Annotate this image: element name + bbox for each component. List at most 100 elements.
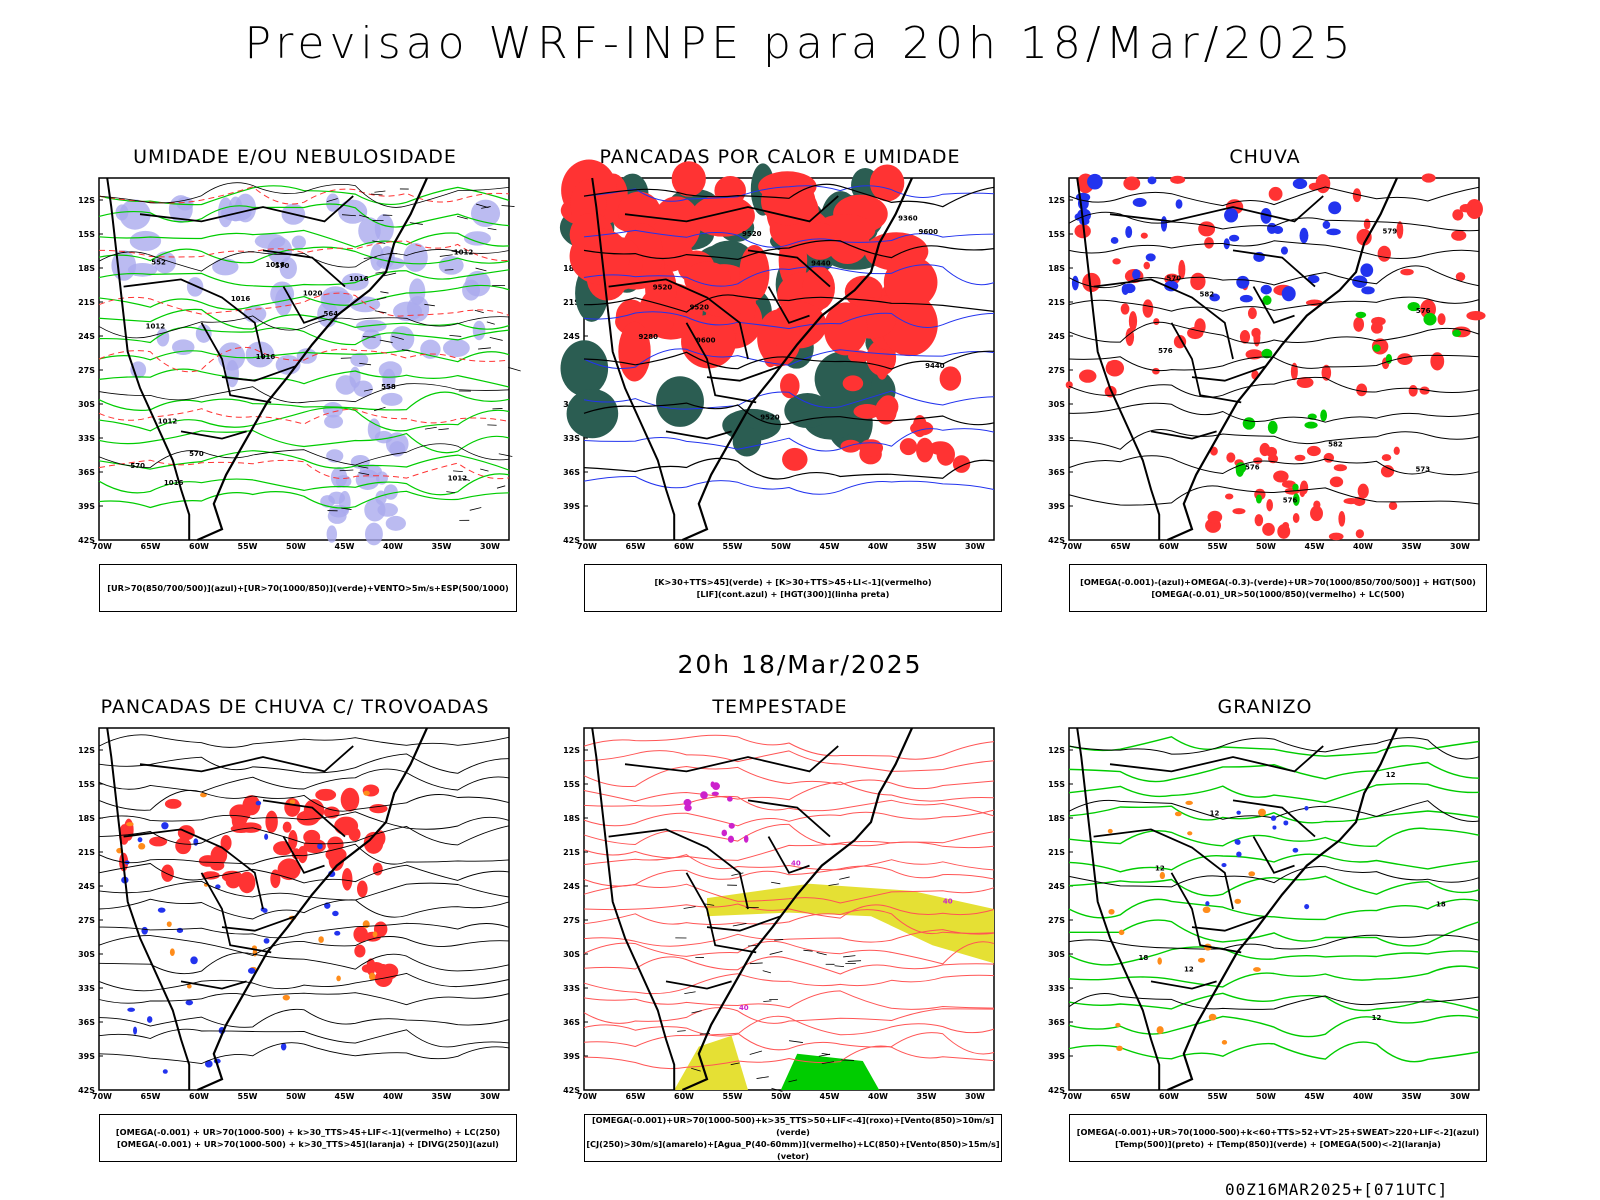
lon-tick-label: 55W [723, 542, 743, 551]
lon-tick-label: 65W [626, 1092, 646, 1101]
contour-label: 40 [943, 897, 953, 905]
hgt500-black-contour [1068, 354, 1480, 372]
hgt300-black-contour [583, 294, 995, 313]
wind850-vector [834, 965, 845, 968]
humidity-blue-area [385, 515, 406, 531]
contour-label: 40 [791, 860, 801, 868]
wind-vector [486, 321, 495, 325]
humidity-green-contour [98, 490, 510, 509]
water-vapor-red-contour [583, 1007, 995, 1024]
humidity-blue-area [129, 230, 162, 251]
wind850-vector [818, 1053, 831, 1057]
lat-tick-label: 36S [1048, 468, 1065, 477]
wind-vector [481, 206, 491, 209]
country-border [221, 365, 297, 382]
panel-trovoadas: PANCADAS DE CHUVA C/ TROVOADAS 12S 15S 18S… [55, 696, 535, 1176]
lat-tick-label: 42S [563, 1086, 580, 1095]
humidity-blue-area [291, 235, 306, 249]
hgt500-black-contour [1068, 265, 1480, 289]
lif-blue-contour [583, 264, 995, 287]
panel-title: UMIDADE E/OU NEBULOSIDADE [133, 146, 457, 168]
omega-red-area [1363, 218, 1371, 230]
wind850-vector [677, 1030, 686, 1032]
country-border [180, 430, 247, 440]
contour-label: 576 [1416, 307, 1431, 315]
omega-red-area [1451, 230, 1467, 241]
omega-green-area [1304, 421, 1318, 429]
wind-vector [480, 468, 489, 472]
contour-label: 40 [739, 1004, 749, 1012]
humidity-green-contour [98, 308, 510, 330]
omega-blue-area [1071, 275, 1079, 291]
humidity-green-contour [98, 203, 510, 228]
hgt500-black-contour [1068, 376, 1480, 398]
omega-blue-area [1175, 199, 1183, 209]
omega500-orange-area [1208, 1013, 1217, 1021]
thunderstorm-red-area [348, 827, 361, 842]
contour-label: 9440 [925, 362, 945, 370]
wind-vector [359, 362, 372, 366]
thunderstorm-red-area [149, 836, 168, 847]
hgt300-black-contour [583, 183, 995, 208]
thunderstorm-red-area [238, 871, 256, 894]
wind-vector [457, 215, 468, 220]
water-vapor-red-contour [583, 809, 995, 827]
k-tts-li-red-area [859, 439, 884, 457]
wind850-vector [762, 970, 772, 974]
k-tts-li-red-area [782, 447, 808, 471]
omega500-orange-area [1159, 871, 1166, 880]
wind-vector [446, 491, 456, 494]
thunderstorm-red-area [340, 787, 360, 812]
temp850-green-contour [1068, 736, 1480, 757]
country-border [1109, 745, 1324, 773]
lat-tick-label: 15S [1048, 780, 1065, 789]
omega-red-area [1380, 465, 1395, 478]
omega-red-area [1106, 361, 1113, 374]
wind850-vector [749, 962, 763, 965]
omega-red-area [1268, 186, 1283, 201]
k-tts-green-area [560, 340, 609, 397]
contour-label: 9280 [638, 333, 658, 341]
east-coastline [681, 177, 914, 542]
omega-red-area [1400, 268, 1414, 276]
k-tts-li-red-area [823, 302, 868, 356]
lat-tick-label: 21S [563, 298, 580, 307]
humidity-green-contour [98, 407, 510, 432]
hgt500-black-contour [1068, 186, 1480, 207]
omega-red-area [1120, 303, 1130, 315]
wind-vector [507, 366, 521, 372]
country-border [767, 286, 810, 324]
wind-vector [449, 334, 462, 337]
omega-red-area [1352, 188, 1362, 203]
contour-label: 18 [1139, 954, 1149, 962]
humidity-blue-area [320, 286, 351, 313]
lat-tick-label: 27S [1048, 916, 1065, 925]
wind850-vector [691, 1067, 701, 1072]
lon-tick-label: 65W [626, 542, 646, 551]
temp850-green-contour [1068, 946, 1480, 966]
wind-vector [379, 339, 393, 343]
lat-tick-label: 15S [78, 230, 95, 239]
pressure-black-contour [98, 182, 510, 208]
lon-tick-label: 50W [771, 1092, 791, 1101]
streamline [98, 825, 510, 846]
divergence-blue-area [247, 967, 256, 974]
contour-label: 12 [1372, 1014, 1382, 1022]
panel-pancadas-calor: PANCADAS POR CALOR E UMIDADE 12S15S18S21… [540, 146, 1020, 626]
lat-tick-label: 36S [1048, 1018, 1065, 1027]
streamline [98, 1028, 510, 1048]
wind850-vector [704, 903, 715, 906]
k-tts-li-red-area [739, 245, 770, 301]
divergence-blue-area [185, 999, 194, 1006]
omega-red-area [1306, 445, 1321, 457]
storm-purple-area [727, 796, 733, 802]
thunderstorm-red-area [328, 848, 345, 871]
contour-label: 12 [1386, 771, 1396, 779]
wind850-vector [789, 1040, 803, 1043]
wind-vector [380, 291, 389, 294]
jet-yellow-area [707, 883, 994, 964]
divergence-blue-area [193, 838, 199, 846]
humidity-blue-area [472, 320, 486, 341]
wind850-vector [684, 991, 696, 995]
jet-yellow-area [674, 1035, 748, 1090]
